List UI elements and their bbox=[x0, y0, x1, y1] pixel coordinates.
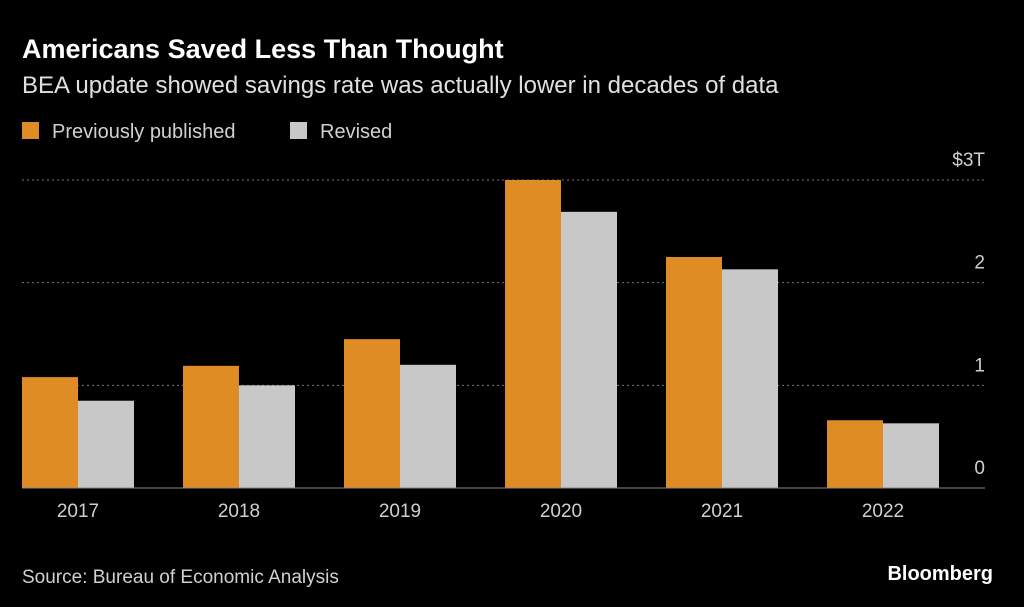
bar bbox=[78, 400, 134, 488]
chart-title: Americans Saved Less Than Thought bbox=[22, 34, 504, 64]
y-tick-label: 1 bbox=[974, 355, 985, 376]
bar bbox=[827, 420, 883, 488]
x-tick-label: 2018 bbox=[218, 501, 260, 522]
x-tick-label: 2017 bbox=[57, 501, 99, 522]
y-tick-label: 0 bbox=[974, 458, 985, 479]
source: Source: Bureau of Economic Analysis bbox=[22, 567, 339, 588]
legend-swatch bbox=[22, 122, 39, 139]
bar bbox=[561, 211, 617, 488]
bar bbox=[666, 257, 722, 488]
bar bbox=[239, 385, 295, 488]
bar bbox=[183, 365, 239, 488]
x-tick-label: 2022 bbox=[862, 501, 904, 522]
x-tick-label: 2019 bbox=[379, 501, 421, 522]
legend-swatch bbox=[290, 122, 307, 139]
legend-label: Previously published bbox=[52, 121, 235, 143]
legend-label: Revised bbox=[320, 121, 392, 143]
chart-subtitle: BEA update showed savings rate was actua… bbox=[22, 72, 779, 99]
bar bbox=[883, 423, 939, 488]
x-tick-label: 2021 bbox=[701, 501, 743, 522]
x-tick-label: 2020 bbox=[540, 501, 582, 522]
bar bbox=[344, 339, 400, 488]
y-tick-label: $3T bbox=[952, 150, 985, 171]
y-tick-label: 2 bbox=[974, 253, 985, 274]
bar bbox=[722, 269, 778, 488]
bar bbox=[505, 180, 561, 488]
brand: Bloomberg bbox=[887, 563, 993, 585]
bar bbox=[22, 377, 78, 488]
bar bbox=[400, 364, 456, 488]
